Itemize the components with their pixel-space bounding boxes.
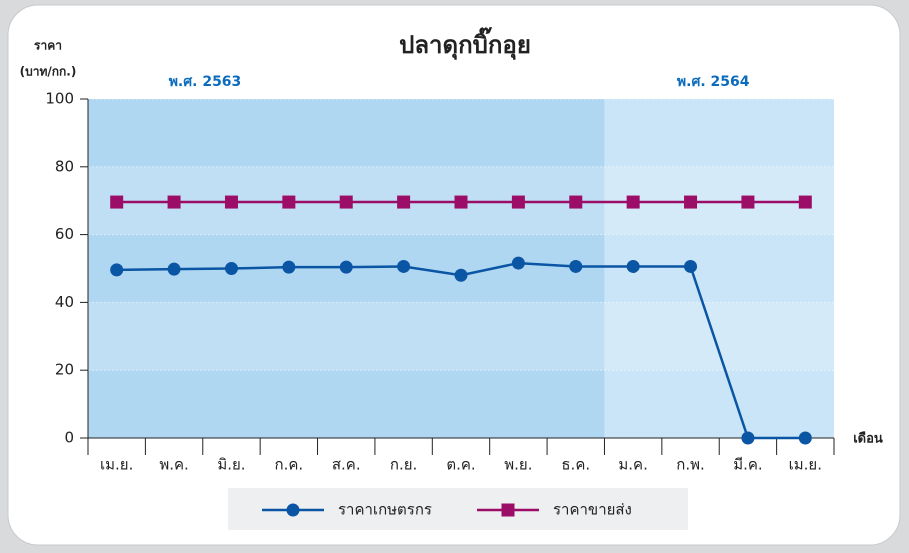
chart-title: ปลาดุกบิ๊กอุย (399, 26, 531, 61)
point (282, 260, 296, 274)
x-tick-label: ก.พ. (676, 456, 705, 474)
point (454, 195, 468, 209)
point (684, 259, 698, 273)
legend-label: ราคาขายส่ง (553, 501, 632, 519)
legend-marker (286, 503, 300, 517)
point (339, 195, 353, 209)
x-tick-label: ธ.ค. (561, 456, 590, 474)
point (397, 195, 411, 209)
x-tick-label: พ.ค. (159, 456, 188, 474)
point (684, 195, 698, 209)
point (224, 195, 238, 209)
x-tick-label: ต.ค. (446, 456, 475, 474)
x-tick-label: พ.ย. (504, 456, 532, 474)
point (741, 195, 755, 209)
point (741, 431, 755, 445)
y-axis-label: ราคา (34, 39, 62, 53)
point (454, 268, 468, 282)
period-band (604, 99, 834, 438)
period-label: พ.ศ. 2564 (677, 74, 750, 90)
x-tick-label: เม.ย. (100, 456, 133, 474)
x-tick-label: ก.ย. (390, 456, 417, 474)
y-tick-label: 80 (55, 157, 74, 175)
point (110, 195, 124, 209)
y-axis-label: (บาท/กก.) (20, 65, 77, 79)
x-tick-label: เม.ย. (789, 456, 822, 474)
point (626, 259, 640, 273)
point (167, 262, 181, 276)
x-tick-label: มิ.ย. (217, 456, 245, 474)
x-tick-label: มี.ค. (733, 456, 762, 474)
x-tick-label: ส.ค. (332, 456, 361, 474)
point (569, 259, 583, 273)
point (397, 259, 411, 273)
grid-stripe (88, 302, 834, 371)
legend-marker (501, 503, 515, 517)
y-tick-label: 60 (55, 225, 74, 243)
period-label: พ.ศ. 2563 (169, 74, 242, 90)
point (339, 260, 353, 274)
y-tick-label: 100 (45, 90, 74, 108)
y-tick-label: 0 (64, 429, 74, 447)
point (798, 195, 812, 209)
y-tick-label: 40 (55, 293, 74, 311)
point (224, 262, 238, 275)
point (282, 195, 296, 209)
point (511, 256, 525, 270)
point (511, 195, 525, 209)
point (110, 263, 124, 277)
legend-label: ราคาเกษตรกร (338, 501, 432, 519)
point (167, 195, 181, 209)
point (626, 195, 640, 209)
x-tick-label: ก.ค. (275, 456, 304, 474)
x-axis-label: เดือน (853, 431, 883, 447)
point (569, 195, 583, 209)
x-tick-label: ม.ค. (618, 456, 647, 474)
point (798, 431, 812, 445)
y-tick-label: 20 (55, 361, 74, 379)
